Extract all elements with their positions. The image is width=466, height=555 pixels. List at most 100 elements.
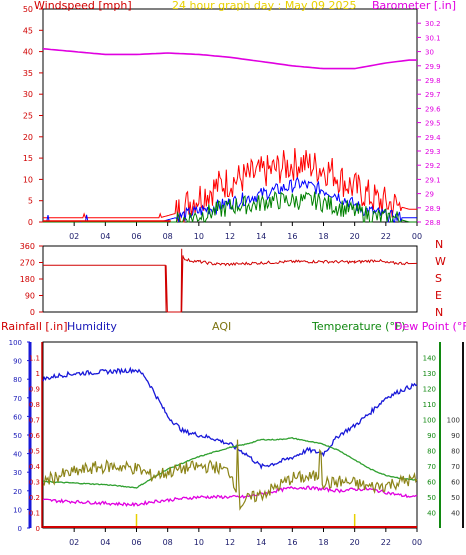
rain-y-tick-label: 0.7: [29, 417, 40, 425]
wind-plot-area: [42, 8, 418, 223]
temp-y-tick-label: 60: [427, 479, 436, 487]
baro-y-tick-label: 30.1: [425, 34, 441, 42]
temp-y-tick-label: 110: [423, 401, 436, 409]
temp-y-tick-label: 90: [427, 432, 436, 440]
humidity-y-tick-label: 50: [13, 432, 22, 440]
direction-y-tick-label: 0: [30, 308, 35, 317]
weather-x-tick-label: 08: [163, 538, 173, 547]
wind-y-tick-label: 15: [23, 154, 33, 163]
humidity-y-tick-label: 40: [13, 451, 22, 459]
baro-y-tick-label: 29.1: [425, 176, 441, 184]
humidity-y-tick-label: 90: [13, 358, 22, 366]
humidity-y-tick-label: 100: [9, 339, 22, 347]
wind-y-tick-label: 45: [23, 26, 33, 35]
humidity-axis-title: Humidity: [67, 320, 117, 333]
baro-y-tick-label: 29.6: [425, 105, 441, 113]
dew-y-tick-label: 90: [451, 432, 460, 440]
humidity-y-tick-label: 0: [18, 525, 22, 533]
humidity-y-tick-label: 60: [13, 413, 22, 421]
weather-x-tick-label: 06: [131, 538, 141, 547]
aqi-line: [42, 439, 418, 511]
temp-y-tick-label: 130: [423, 370, 436, 378]
wind-y-tick-label: 5: [28, 197, 33, 206]
direction-label-n-bottom: N: [435, 306, 444, 319]
direction-y-tick-label: 90: [25, 292, 35, 301]
baro-y-tick-label: 30: [425, 49, 434, 57]
baro-y-tick-label: 29: [425, 191, 434, 199]
weather-x-tick-label: 10: [194, 538, 204, 547]
rain-y-tick-label: 1.1: [29, 355, 40, 363]
rain-y-tick-label: 0.9: [29, 386, 40, 394]
direction-line: [43, 248, 418, 313]
dew-y-tick-label: 40: [451, 510, 460, 518]
wind-x-tick-label: 14: [256, 232, 266, 241]
wind-x-tick-label: 16: [287, 232, 297, 241]
temperature-axis-title: Temperature (°F): [312, 320, 406, 333]
weather-plot-area: [42, 341, 418, 529]
humidity-y-tick-label: 20: [13, 488, 22, 496]
barometer-line: [42, 48, 417, 70]
weather-x-tick-label: 14: [256, 538, 266, 547]
rain-y-tick-label: 0.1: [29, 510, 40, 518]
direction-label-e: E: [435, 289, 442, 302]
temp-y-tick-label: 100: [423, 417, 436, 425]
windspeed-axis-title: Windspeed [mph]: [34, 0, 132, 12]
baro-y-tick-label: 29.2: [425, 162, 441, 170]
baro-y-tick-label: 29.4: [425, 134, 441, 142]
wind-x-tick-label: 06: [131, 232, 141, 241]
chart-title: 24 hour graph day : May 09 2025: [172, 0, 357, 12]
humidity-y-tick-label: 10: [13, 506, 22, 514]
windspeed_low-line: [43, 191, 417, 223]
direction-plot-area: [42, 245, 418, 313]
direction-label-n-top: N: [435, 238, 444, 251]
weather-x-tick-label: 20: [350, 538, 360, 547]
temp-y-tick-label: 140: [423, 355, 436, 363]
baro-y-tick-label: 29.5: [425, 120, 441, 128]
rain-y-tick-label: 0.4: [29, 463, 41, 471]
dew-y-tick-label: 50: [451, 494, 460, 502]
direction-y-tick-label: 180: [20, 275, 35, 284]
baro-y-tick-label: 29.7: [425, 91, 441, 99]
aqi-axis-title: AQI: [212, 320, 232, 333]
rain-y-tick-label: 0: [36, 525, 40, 533]
wind-x-tick-label: 04: [100, 232, 110, 241]
humidity-y-tick-label: 80: [13, 376, 22, 384]
rain-y-tick-label: 0.8: [29, 401, 40, 409]
wind-x-tick-label: 10: [194, 232, 204, 241]
temp-y-tick-label: 70: [427, 463, 436, 471]
baro-y-tick-label: 29.8: [425, 77, 441, 85]
wind-y-tick-label: 30: [23, 90, 33, 99]
wind-x-tick-label: 18: [318, 232, 328, 241]
dew-y-tick-label: 100: [447, 417, 460, 425]
weather-x-tick-label: 18: [318, 538, 328, 547]
wind-y-tick-label: 40: [23, 48, 33, 57]
dew-y-tick-label: 80: [451, 448, 460, 456]
rain-y-tick-label: 0.2: [29, 494, 40, 502]
rain-y-tick-label: 1: [36, 370, 40, 378]
temp-y-tick-label: 50: [427, 494, 436, 502]
temp-y-tick-label: 40: [427, 510, 436, 518]
weather-x-tick-label: 00: [412, 538, 422, 547]
direction-label-w: W: [435, 255, 446, 268]
humidity-y-tick-label: 30: [13, 469, 22, 477]
weather-x-tick-label: 12: [225, 538, 235, 547]
wind-y-tick-label: 10: [23, 175, 33, 184]
rainfall-axis-title: Rainfall [.in]: [1, 320, 68, 333]
direction-label-s: S: [435, 272, 442, 285]
baro-y-tick-label: 29.3: [425, 148, 441, 156]
temperature-line: [42, 437, 418, 489]
wind-y-tick-label: 0: [28, 218, 33, 227]
humidity-line: [42, 366, 418, 470]
temp-y-tick-label: 120: [423, 386, 436, 394]
dew-y-tick-label: 70: [451, 463, 460, 471]
weather-x-tick-label: 04: [100, 538, 110, 547]
baro-y-tick-label: 28.9: [425, 205, 441, 213]
barometer-axis-title: Barometer [.in]: [372, 0, 456, 12]
direction-y-tick-label: 270: [20, 259, 35, 268]
dew_point-line: [42, 485, 418, 508]
weather-x-tick-label: 22: [381, 538, 391, 547]
wind-y-tick-label: 35: [23, 69, 33, 78]
baro-y-tick-label: 28.8: [425, 219, 441, 227]
temp-y-tick-label: 80: [427, 448, 436, 456]
